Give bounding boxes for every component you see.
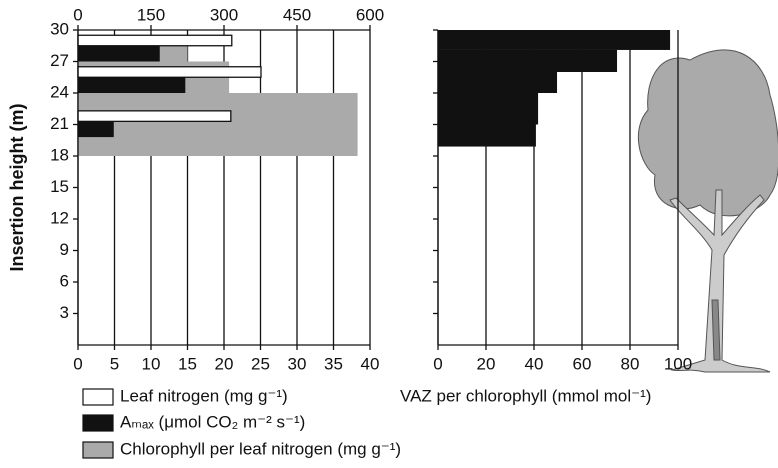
x-tick-label: 5	[110, 354, 119, 373]
bar	[77, 110, 232, 122]
y-tick-label: 30	[50, 19, 69, 38]
x-tick-label: 100	[664, 354, 692, 373]
y-tick-label: 3	[60, 303, 69, 322]
x-tick-label: 40	[361, 354, 380, 373]
x2-tick-label: 300	[210, 5, 238, 24]
x-tick-label: 30	[288, 354, 307, 373]
x2-tick-label: 0	[73, 5, 82, 24]
y-tick-label: 21	[50, 114, 69, 133]
y-tick-label: 15	[50, 177, 69, 196]
x-tick-label: 20	[477, 354, 496, 373]
legend-swatch	[82, 441, 114, 459]
y-tick-label: 9	[60, 240, 69, 259]
x2-tick-label: 600	[356, 5, 384, 24]
y-axis-label: Insertion height (m)	[7, 104, 27, 272]
legend-label: Aₘₐₓ (μmol CO₂ m⁻² s⁻¹)	[120, 412, 305, 431]
x-tick-label: 60	[573, 354, 592, 373]
y-tick-label: 24	[50, 82, 69, 101]
y-tick-label: 12	[50, 208, 69, 227]
bar	[78, 45, 160, 62]
x-tick-label: 25	[251, 354, 270, 373]
step-bar	[438, 93, 539, 125]
legend-swatch	[82, 414, 114, 432]
x-tick-label: 0	[433, 354, 442, 373]
x-axis-label: VAZ per chlorophyll (mmol mol⁻¹)	[400, 386, 651, 405]
step-bar	[438, 124, 536, 147]
x-tick-label: 35	[324, 354, 343, 373]
x-tick-label: 15	[178, 354, 197, 373]
x-tick-label: 40	[525, 354, 544, 373]
legend-label: Leaf nitrogen (mg g⁻¹)	[120, 386, 288, 405]
bar	[77, 66, 262, 78]
legend-swatch	[82, 388, 114, 406]
step-bar	[438, 49, 618, 72]
x-tick-label: 80	[621, 354, 640, 373]
bar	[78, 93, 358, 156]
x-tick-label: 20	[215, 354, 234, 373]
bar	[77, 34, 233, 47]
bar	[78, 121, 114, 138]
y-tick-label: 6	[60, 271, 69, 290]
y-tick-label: 18	[50, 145, 69, 164]
x2-tick-label: 150	[137, 5, 165, 24]
x2-tick-label: 450	[283, 5, 311, 24]
tree-illustration	[637, 49, 778, 373]
y-tick-label: 27	[50, 51, 69, 70]
step-bar	[438, 72, 558, 93]
x-tick-label: 10	[142, 354, 161, 373]
bar	[78, 77, 186, 93]
x-tick-label: 0	[73, 354, 82, 373]
step-bar	[438, 30, 671, 50]
legend-label: Chlorophyll per leaf nitrogen (mg g⁻¹)	[120, 439, 401, 458]
